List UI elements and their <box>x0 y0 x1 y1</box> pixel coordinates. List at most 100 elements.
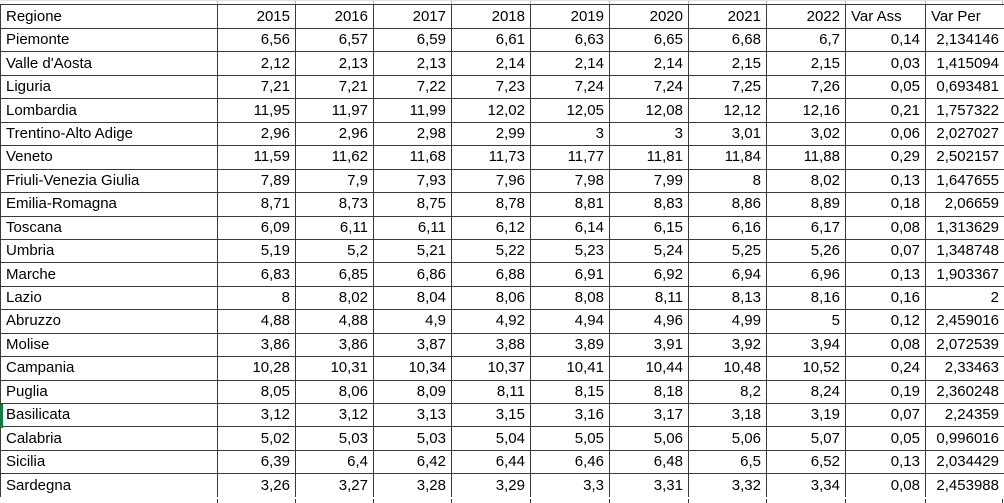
value-cell[interactable]: 3,02 <box>766 121 846 147</box>
value-cell[interactable]: 5,05 <box>530 426 610 451</box>
value-cell[interactable]: 10,34 <box>373 356 452 381</box>
value-cell[interactable]: 0,19 <box>845 379 926 405</box>
region-cell[interactable]: Sicilia <box>0 449 218 475</box>
region-cell[interactable]: Basilicata <box>0 402 218 428</box>
column-header-2015[interactable]: 2015 <box>217 4 296 29</box>
value-cell[interactable]: 0,08 <box>845 473 926 498</box>
value-cell[interactable]: 10,28 <box>217 356 296 381</box>
value-cell[interactable]: 0,03 <box>845 51 926 76</box>
value-cell[interactable]: 0,16 <box>845 285 926 311</box>
value-cell[interactable]: 3,12 <box>217 402 296 428</box>
value-cell[interactable]: 7,21 <box>295 74 374 100</box>
value-cell[interactable]: 5,21 <box>373 238 452 264</box>
value-cell[interactable]: 0,06 <box>845 121 926 147</box>
value-cell[interactable]: 3,89 <box>530 332 610 358</box>
value-cell[interactable]: 8,73 <box>295 192 374 217</box>
value-cell[interactable]: 3,34 <box>766 473 846 498</box>
value-cell[interactable]: 7,21 <box>217 74 296 100</box>
value-cell[interactable]: 6,11 <box>295 215 374 240</box>
value-cell[interactable]: 8,15 <box>530 379 610 405</box>
value-cell[interactable]: 2,459016 <box>925 309 1004 334</box>
value-cell[interactable]: 3,12 <box>295 402 374 428</box>
value-cell[interactable]: 2,027027 <box>925 121 1004 147</box>
value-cell[interactable]: 6,5 <box>688 449 767 475</box>
value-cell[interactable]: 10,48 <box>688 356 767 381</box>
value-cell[interactable]: 0,21 <box>845 98 926 123</box>
value-cell[interactable]: 12,08 <box>609 98 689 123</box>
value-cell[interactable]: 3,91 <box>609 332 689 358</box>
value-cell[interactable]: 8,06 <box>295 379 374 405</box>
value-cell[interactable]: 3,16 <box>530 402 610 428</box>
value-cell[interactable]: 7,22 <box>373 74 452 100</box>
value-cell[interactable]: 6,17 <box>766 215 846 240</box>
value-cell[interactable]: 3,3 <box>530 473 610 498</box>
column-header-2018[interactable]: 2018 <box>451 4 531 29</box>
value-cell[interactable]: 11,59 <box>217 145 296 170</box>
value-cell[interactable]: 8,11 <box>451 379 531 405</box>
value-cell[interactable]: 8,09 <box>373 379 452 405</box>
value-cell[interactable]: 8,2 <box>688 379 767 405</box>
value-cell[interactable]: 3 <box>609 121 689 147</box>
value-cell[interactable]: 2,12 <box>217 51 296 76</box>
region-cell[interactable]: Friuli-Venezia Giulia <box>0 168 218 194</box>
value-cell[interactable]: 2,15 <box>688 51 767 76</box>
value-cell[interactable]: 6,12 <box>451 215 531 240</box>
value-cell[interactable]: 3,87 <box>373 332 452 358</box>
value-cell[interactable]: 8,89 <box>766 192 846 217</box>
value-cell[interactable]: 3,26 <box>217 473 296 498</box>
value-cell[interactable]: 6,39 <box>217 449 296 475</box>
value-cell[interactable]: 1,348748 <box>925 238 1004 264</box>
value-cell[interactable]: 6,59 <box>373 27 452 53</box>
value-cell[interactable]: 8,11 <box>609 285 689 311</box>
value-cell[interactable]: 8,08 <box>530 285 610 311</box>
value-cell[interactable]: 5,19 <box>217 238 296 264</box>
value-cell[interactable]: 8,75 <box>373 192 452 217</box>
value-cell[interactable]: 0,12 <box>845 309 926 334</box>
value-cell[interactable]: 0,07 <box>845 238 926 264</box>
value-cell[interactable]: 3,92 <box>688 332 767 358</box>
value-cell[interactable]: 11,73 <box>451 145 531 170</box>
column-header-2020[interactable]: 2020 <box>609 4 689 29</box>
value-cell[interactable]: 0,13 <box>845 168 926 194</box>
value-cell[interactable]: 5,26 <box>766 238 846 264</box>
region-cell[interactable]: Puglia <box>0 379 218 405</box>
value-cell[interactable]: 3,86 <box>217 332 296 358</box>
value-cell[interactable]: 3,17 <box>609 402 689 428</box>
value-cell[interactable]: 0,18 <box>845 192 926 217</box>
value-cell[interactable]: 8,83 <box>609 192 689 217</box>
value-cell[interactable]: 5,04 <box>451 426 531 451</box>
value-cell[interactable]: 2 <box>925 285 1004 311</box>
value-cell[interactable]: 0,08 <box>845 215 926 240</box>
value-cell[interactable]: 6,65 <box>609 27 689 53</box>
value-cell[interactable]: 5,24 <box>609 238 689 264</box>
value-cell[interactable]: 8,06 <box>451 285 531 311</box>
value-cell[interactable]: 3,28 <box>373 473 452 498</box>
value-cell[interactable]: 3,88 <box>451 332 531 358</box>
region-cell[interactable]: Emilia-Romagna <box>0 192 218 217</box>
value-cell[interactable]: 5,23 <box>530 238 610 264</box>
region-cell[interactable]: Veneto <box>0 145 218 170</box>
value-cell[interactable]: 7,25 <box>688 74 767 100</box>
value-cell[interactable]: 2,24359 <box>925 402 1004 428</box>
value-cell[interactable]: 6,52 <box>766 449 846 475</box>
value-cell[interactable]: 2,14 <box>530 51 610 76</box>
value-cell[interactable]: 4,92 <box>451 309 531 334</box>
value-cell[interactable]: 2,14 <box>609 51 689 76</box>
value-cell[interactable]: 7,24 <box>609 74 689 100</box>
column-header-regione[interactable]: Regione <box>0 4 218 29</box>
region-cell[interactable]: Abruzzo <box>0 309 218 334</box>
value-cell[interactable]: 5,07 <box>766 426 846 451</box>
value-cell[interactable]: 4,88 <box>295 309 374 334</box>
value-cell[interactable]: 0,693481 <box>925 74 1004 100</box>
value-cell[interactable]: 7,24 <box>530 74 610 100</box>
value-cell[interactable]: 6,46 <box>530 449 610 475</box>
value-cell[interactable]: 8,18 <box>609 379 689 405</box>
value-cell[interactable]: 2,502157 <box>925 145 1004 170</box>
value-cell[interactable]: 6,57 <box>295 27 374 53</box>
value-cell[interactable]: 11,97 <box>295 98 374 123</box>
region-cell[interactable]: Lombardia <box>0 98 218 123</box>
value-cell[interactable]: 8,81 <box>530 192 610 217</box>
value-cell[interactable]: 7,96 <box>451 168 531 194</box>
value-cell[interactable]: 10,44 <box>609 356 689 381</box>
value-cell[interactable]: 0,24 <box>845 356 926 381</box>
